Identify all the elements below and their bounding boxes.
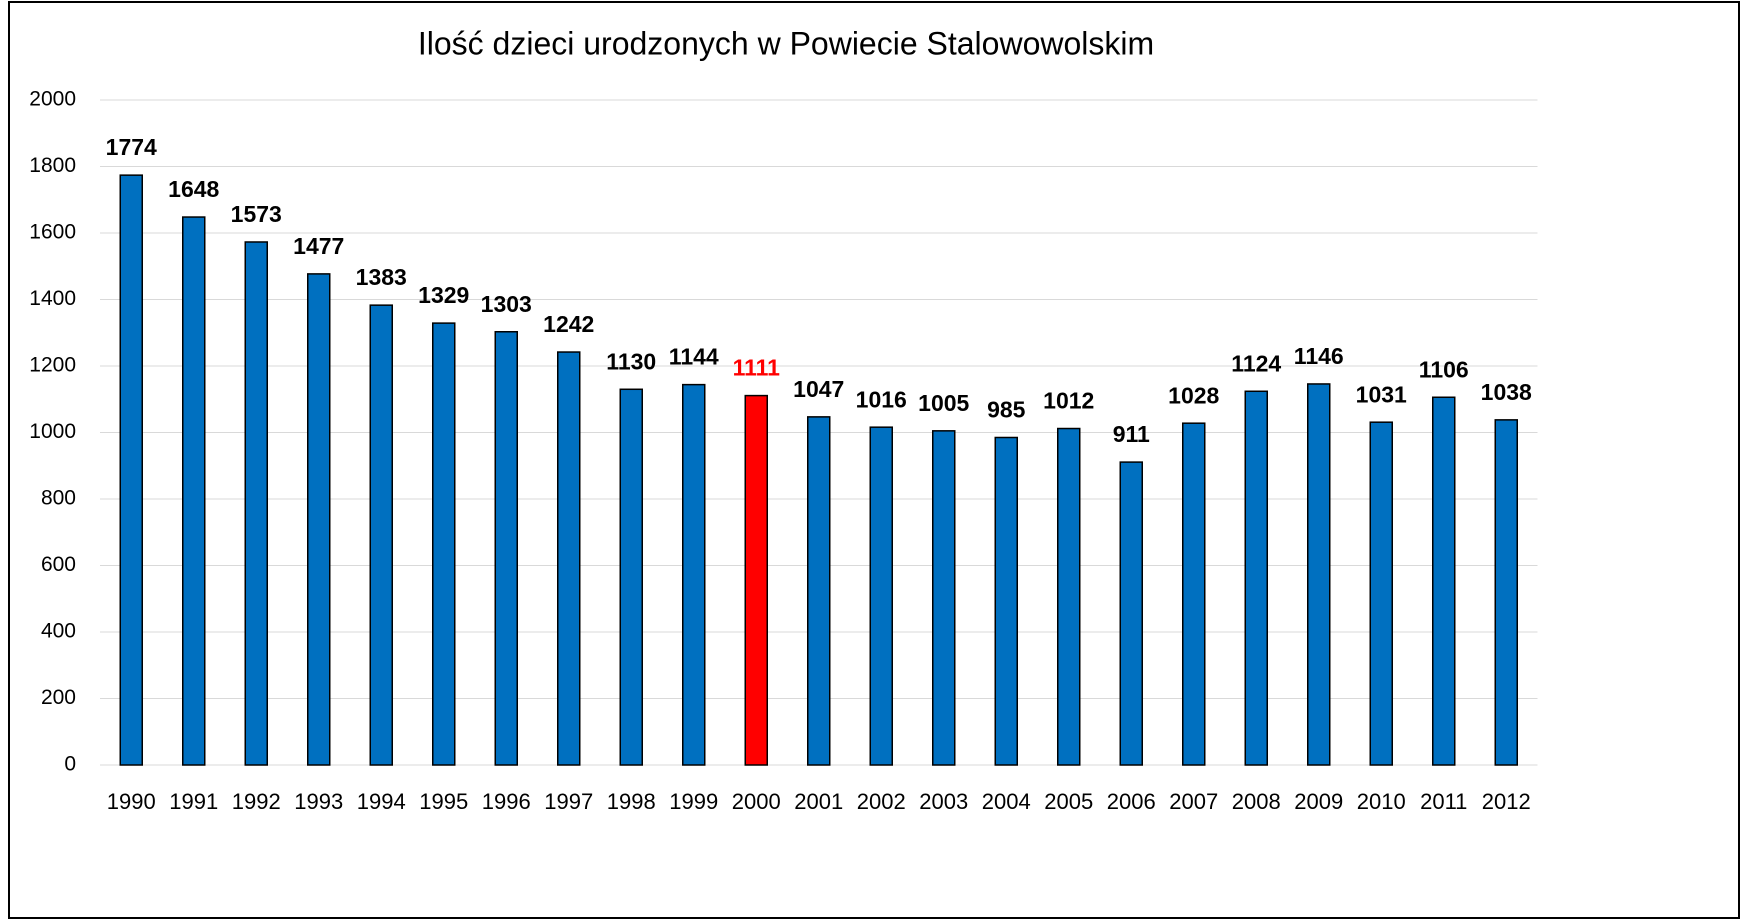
x-tick-label: 2003 bbox=[919, 789, 968, 814]
y-tick-label: 800 bbox=[41, 487, 76, 510]
y-tick-label: 1600 bbox=[29, 221, 76, 244]
data-label: 1383 bbox=[356, 264, 407, 290]
bar bbox=[119, 174, 143, 766]
x-tick-label: 1998 bbox=[607, 789, 656, 814]
data-label: 1028 bbox=[1168, 382, 1219, 408]
data-label: 1242 bbox=[543, 311, 594, 337]
x-tick-label: 1993 bbox=[294, 789, 343, 814]
y-tick-label: 1000 bbox=[29, 420, 76, 443]
bar bbox=[494, 331, 518, 766]
x-tick-label: 2011 bbox=[1420, 789, 1467, 814]
bar bbox=[1182, 422, 1206, 766]
data-label: 1047 bbox=[793, 376, 844, 402]
data-label: 1329 bbox=[418, 282, 469, 308]
y-tick-label: 1800 bbox=[29, 154, 76, 177]
y-tick-label: 2000 bbox=[29, 88, 76, 111]
data-label: 1303 bbox=[481, 291, 532, 317]
bar bbox=[744, 394, 768, 766]
x-tick-label: 2005 bbox=[1044, 789, 1093, 814]
data-label: 1038 bbox=[1481, 379, 1532, 405]
data-label: 1016 bbox=[856, 386, 907, 412]
x-tick-label: 2002 bbox=[857, 789, 906, 814]
chart-title: Ilość dzieci urodzonych w Powiecie Stalo… bbox=[418, 25, 1154, 61]
data-label: 1144 bbox=[669, 344, 719, 370]
bar bbox=[869, 426, 893, 766]
bar bbox=[807, 416, 831, 766]
y-tick-label: 0 bbox=[64, 753, 76, 776]
bar bbox=[682, 383, 706, 766]
x-tick-label: 1994 bbox=[357, 789, 406, 814]
data-label: 1648 bbox=[168, 176, 219, 202]
bar bbox=[1057, 427, 1081, 766]
data-label: 911 bbox=[1113, 421, 1150, 447]
x-tick-label: 1995 bbox=[419, 789, 468, 814]
data-label: 1130 bbox=[606, 348, 656, 374]
x-tick-label: 1999 bbox=[669, 789, 718, 814]
x-tick-label: 1991 bbox=[169, 789, 218, 814]
bar bbox=[619, 388, 643, 766]
bar bbox=[1119, 461, 1143, 766]
bar bbox=[307, 273, 331, 766]
bar bbox=[994, 436, 1018, 766]
data-label: 1774 bbox=[106, 134, 157, 160]
y-tick-label: 1200 bbox=[29, 354, 76, 377]
y-tick-label: 1400 bbox=[29, 287, 76, 310]
x-tick-label: 1996 bbox=[482, 789, 531, 814]
bar bbox=[182, 216, 206, 766]
x-tick-label: 2007 bbox=[1169, 789, 1218, 814]
data-label: 1124 bbox=[1231, 350, 1281, 376]
x-tick-label: 2010 bbox=[1357, 789, 1406, 814]
data-label: 985 bbox=[987, 397, 1026, 423]
x-tick-label: 2012 bbox=[1482, 789, 1531, 814]
bar bbox=[1307, 383, 1331, 766]
x-tick-label: 1990 bbox=[107, 789, 156, 814]
x-tick-label: 1992 bbox=[232, 789, 281, 814]
bar bbox=[1432, 396, 1456, 766]
bar bbox=[1494, 419, 1518, 766]
bar bbox=[1369, 421, 1393, 766]
y-tick-label: 600 bbox=[41, 553, 76, 576]
data-label: 1012 bbox=[1043, 388, 1094, 414]
y-tick-label: 200 bbox=[41, 686, 76, 709]
x-tick-label: 2001 bbox=[794, 789, 843, 814]
bar bbox=[932, 430, 956, 766]
x-tick-label: 1997 bbox=[544, 789, 593, 814]
data-label: 1106 bbox=[1419, 356, 1469, 382]
x-tick-label: 2000 bbox=[732, 789, 781, 814]
bar bbox=[557, 351, 581, 766]
data-label: 1005 bbox=[918, 390, 969, 416]
data-label: 1477 bbox=[293, 233, 344, 259]
y-tick-label: 400 bbox=[41, 620, 76, 643]
x-tick-label: 2006 bbox=[1107, 789, 1156, 814]
bar bbox=[1244, 390, 1268, 766]
data-label: 1111 bbox=[733, 355, 781, 381]
data-label: 1573 bbox=[231, 201, 282, 227]
bar bbox=[432, 322, 456, 766]
x-tick-label: 2004 bbox=[982, 789, 1031, 814]
bar bbox=[244, 241, 268, 766]
bar bbox=[369, 304, 393, 766]
data-label: 1031 bbox=[1356, 381, 1407, 407]
x-tick-label: 2009 bbox=[1294, 789, 1343, 814]
data-label: 1146 bbox=[1294, 343, 1344, 369]
x-tick-label: 2008 bbox=[1232, 789, 1281, 814]
